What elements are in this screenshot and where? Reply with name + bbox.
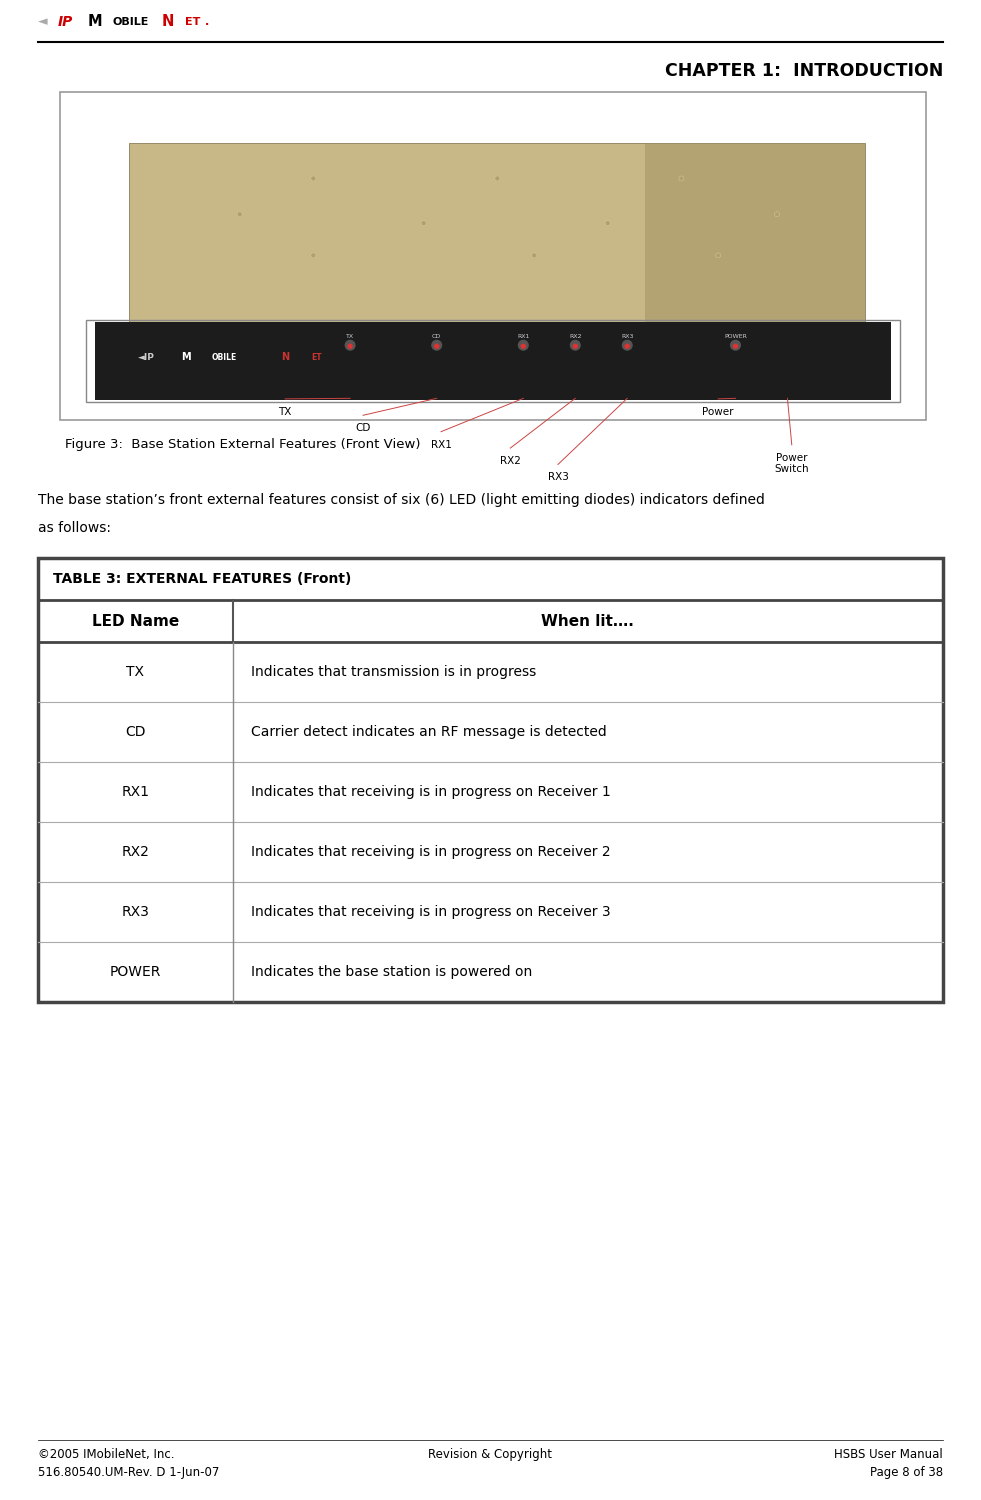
- Text: CD: CD: [355, 423, 371, 433]
- Circle shape: [521, 344, 525, 348]
- Text: ◄: ◄: [38, 15, 48, 28]
- Text: RX1: RX1: [517, 333, 530, 339]
- Circle shape: [348, 344, 352, 348]
- Circle shape: [432, 340, 441, 350]
- Text: Indicates that transmission is in progress: Indicates that transmission is in progre…: [250, 664, 536, 680]
- Text: RX2: RX2: [569, 333, 582, 339]
- Circle shape: [680, 177, 683, 180]
- Text: RX1: RX1: [431, 440, 451, 450]
- Circle shape: [571, 340, 580, 350]
- Text: CHAPTER 1:  INTRODUCTION: CHAPTER 1: INTRODUCTION: [664, 62, 943, 80]
- Circle shape: [494, 176, 500, 181]
- Circle shape: [422, 222, 425, 225]
- Text: HSBS User Manual
Page 8 of 38: HSBS User Manual Page 8 of 38: [834, 1448, 943, 1479]
- Text: RX2: RX2: [500, 456, 521, 466]
- Circle shape: [421, 220, 426, 225]
- Text: Indicates that receiving is in progress on Receiver 1: Indicates that receiving is in progress …: [250, 784, 610, 800]
- Bar: [60, 92, 926, 420]
- Circle shape: [311, 176, 316, 181]
- Circle shape: [625, 344, 629, 348]
- Text: POWER: POWER: [724, 333, 747, 339]
- Text: ET: ET: [311, 352, 322, 362]
- Circle shape: [622, 340, 632, 350]
- Circle shape: [495, 177, 498, 180]
- Bar: [645, 142, 865, 321]
- Circle shape: [716, 254, 721, 258]
- Circle shape: [312, 177, 315, 180]
- Circle shape: [533, 254, 536, 257]
- Circle shape: [717, 254, 720, 257]
- Text: ◄IP: ◄IP: [138, 352, 155, 362]
- Circle shape: [345, 340, 355, 350]
- Text: M: M: [181, 352, 191, 362]
- Bar: [94, 321, 892, 400]
- Text: CD: CD: [432, 333, 441, 339]
- Text: OBILE: OBILE: [212, 352, 236, 362]
- Bar: [129, 142, 865, 321]
- Circle shape: [606, 222, 609, 225]
- Text: TX: TX: [127, 664, 144, 680]
- Text: Revision & Copyright: Revision & Copyright: [429, 1448, 552, 1461]
- Text: Power
Switch: Power Switch: [774, 453, 809, 474]
- Text: .: .: [205, 16, 209, 27]
- Circle shape: [532, 254, 537, 258]
- Text: RX3: RX3: [122, 904, 149, 920]
- Circle shape: [519, 340, 528, 350]
- Circle shape: [605, 220, 610, 225]
- Circle shape: [435, 344, 439, 348]
- Text: Carrier detect indicates an RF message is detected: Carrier detect indicates an RF message i…: [250, 724, 606, 740]
- Circle shape: [237, 211, 242, 216]
- Circle shape: [734, 344, 738, 348]
- Circle shape: [679, 176, 684, 181]
- Text: Indicates that receiving is in progress on Receiver 3: Indicates that receiving is in progress …: [250, 904, 610, 920]
- Circle shape: [311, 254, 316, 258]
- Text: ET: ET: [185, 16, 200, 27]
- Text: OBILE: OBILE: [112, 16, 148, 27]
- Circle shape: [731, 340, 741, 350]
- Text: TX: TX: [346, 333, 354, 339]
- Text: TABLE 3: EXTERNAL FEATURES (Front): TABLE 3: EXTERNAL FEATURES (Front): [53, 572, 351, 586]
- Circle shape: [776, 213, 779, 216]
- Text: POWER: POWER: [110, 964, 161, 980]
- Text: RX3: RX3: [621, 333, 634, 339]
- Text: ©2005 IMobileNet, Inc.
516.80540.UM-Rev. D 1-Jun-07: ©2005 IMobileNet, Inc. 516.80540.UM-Rev.…: [38, 1448, 220, 1479]
- Circle shape: [775, 211, 780, 216]
- Text: When lit….: When lit….: [542, 614, 635, 628]
- Text: Indicates that receiving is in progress on Receiver 2: Indicates that receiving is in progress …: [250, 844, 610, 859]
- Circle shape: [312, 254, 315, 257]
- Text: The base station’s front external features consist of six (6) LED (light emittin: The base station’s front external featur…: [38, 494, 765, 507]
- Text: RX2: RX2: [122, 844, 149, 859]
- Text: N: N: [162, 15, 175, 30]
- Text: TX: TX: [279, 406, 292, 417]
- Bar: [38, 558, 943, 1002]
- Text: IP: IP: [58, 15, 74, 28]
- Text: LED Name: LED Name: [91, 614, 179, 628]
- Text: M: M: [88, 15, 103, 30]
- Text: as follows:: as follows:: [38, 520, 111, 536]
- Text: Figure 3:  Base Station External Features (Front View): Figure 3: Base Station External Features…: [65, 438, 421, 452]
- Text: RX3: RX3: [547, 472, 568, 483]
- Circle shape: [573, 344, 577, 348]
- Text: CD: CD: [125, 724, 145, 740]
- Text: Indicates the base station is powered on: Indicates the base station is powered on: [250, 964, 532, 980]
- Text: Power: Power: [702, 406, 734, 417]
- Bar: [86, 320, 900, 402]
- Circle shape: [238, 213, 241, 216]
- Text: N: N: [281, 352, 289, 362]
- Text: RX1: RX1: [122, 784, 149, 800]
